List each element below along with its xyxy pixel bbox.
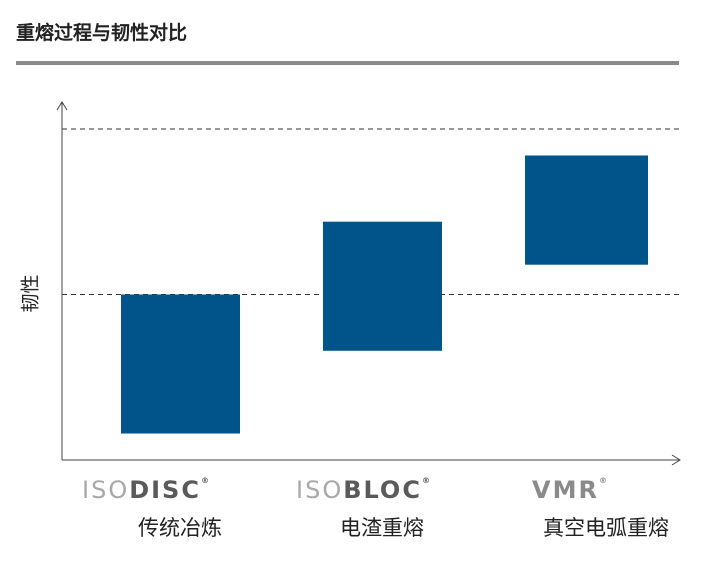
bar-1: [121, 294, 240, 434]
x-tick-label: 传统冶炼: [138, 516, 222, 540]
x-tick-label: 电渣重熔: [340, 516, 424, 540]
x-tick-label: 真空电弧重熔: [543, 516, 669, 540]
title-divider: [16, 61, 679, 65]
chart-title: 重熔过程与韧性对比: [16, 22, 188, 44]
logo-vmr: VMR®: [532, 476, 609, 504]
bar-3: [525, 155, 648, 265]
logo-isodisc: ISODISC®: [82, 476, 211, 504]
x-axis-arrow-icon: [671, 454, 681, 466]
y-axis-label: 韧性: [19, 274, 42, 313]
y-axis-arrow-icon: [56, 101, 68, 111]
bar-2: [323, 221, 442, 351]
logo-isobloc: ISOBLOC®: [296, 476, 432, 504]
